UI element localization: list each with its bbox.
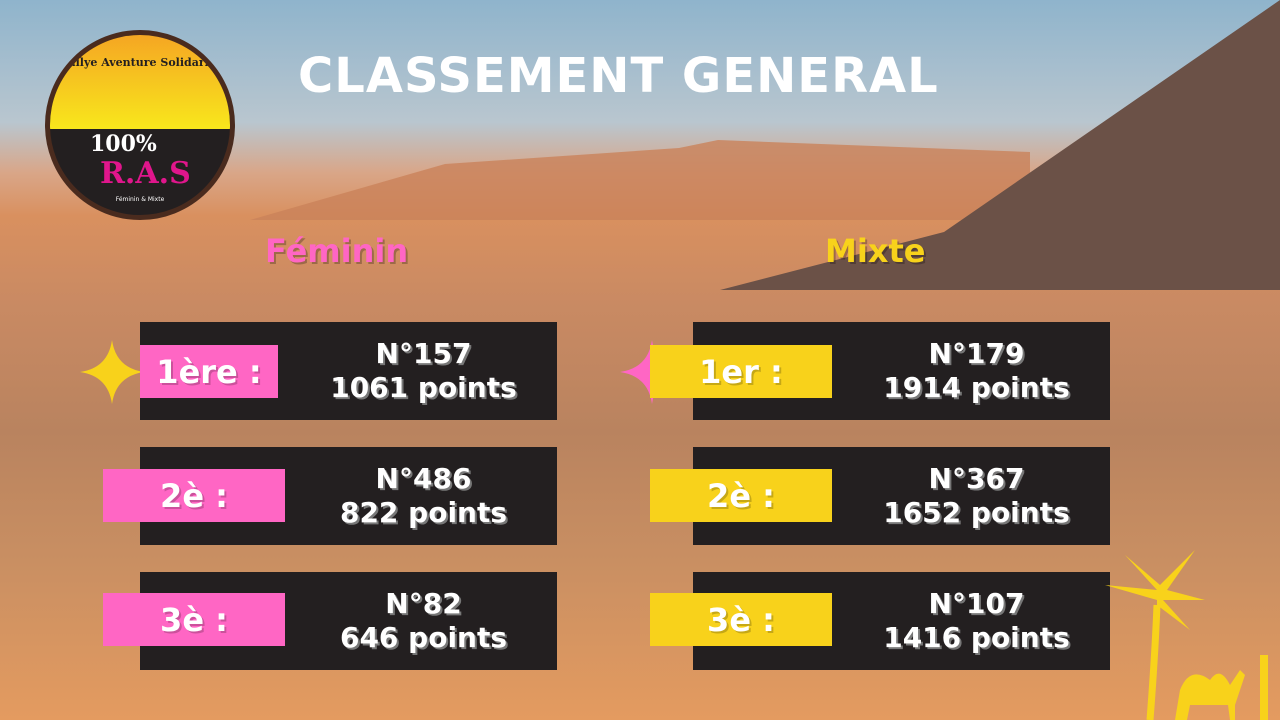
- logo-top-text: Rallye Aventure Solidarité: [59, 56, 221, 69]
- background-mesa: [250, 140, 1030, 220]
- logo-percent: 100%: [90, 131, 157, 157]
- team-number: N°179: [928, 337, 1025, 371]
- page-title: CLASSEMENT GENERAL: [298, 48, 939, 104]
- place-label: 3è :: [650, 593, 832, 646]
- team-points: 1416 points: [883, 621, 1070, 654]
- sparkle-icon: [80, 340, 144, 404]
- team-points: 1914 points: [883, 371, 1070, 404]
- category-mixte: Mixte: [825, 232, 926, 270]
- logo-subtitle: Féminin & Mixte: [115, 196, 165, 203]
- place-label: 2è :: [103, 469, 285, 522]
- place-label: 3è :: [103, 593, 285, 646]
- logo-brand: R.A.S: [100, 156, 191, 191]
- team-points: 1652 points: [883, 496, 1070, 529]
- place-label: 1er :: [650, 345, 832, 398]
- logo: Rallye Aventure Solidarité 100% R.A.S Fé…: [45, 30, 235, 220]
- team-number: N°157: [375, 337, 472, 371]
- team-number: N°82: [385, 587, 462, 621]
- team-points: 646 points: [339, 621, 508, 654]
- place-label: 2è :: [650, 469, 832, 522]
- category-feminin: Féminin: [265, 232, 409, 270]
- team-number: N°486: [375, 462, 472, 496]
- team-points: 822 points: [339, 496, 508, 529]
- palm-camel-icon: [1105, 550, 1268, 720]
- feminin-rank-1: N°157 1061 points: [140, 322, 557, 420]
- team-points: 1061 points: [330, 371, 517, 404]
- place-label: 1ère :: [140, 345, 278, 398]
- team-number: N°367: [928, 462, 1025, 496]
- team-number: N°107: [928, 587, 1025, 621]
- mixte-rank-3: N°107 1416 points: [693, 572, 1110, 670]
